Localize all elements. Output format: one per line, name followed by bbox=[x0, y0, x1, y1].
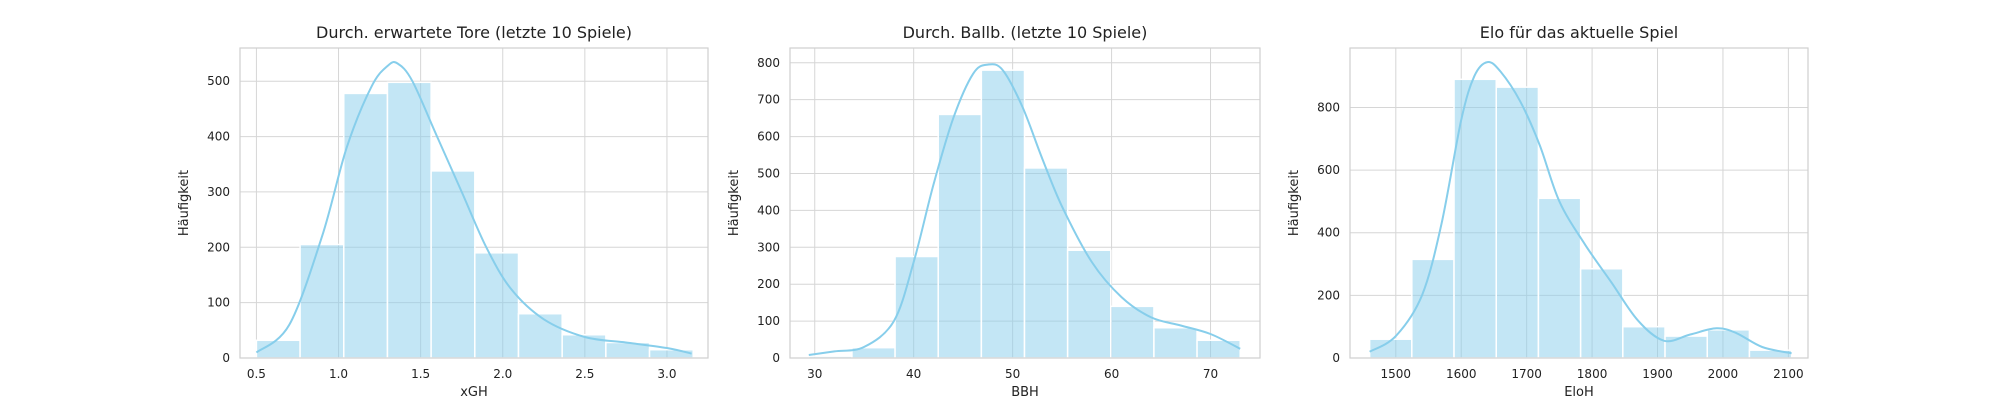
y-tick-label: 100 bbox=[207, 296, 230, 310]
histogram-bar bbox=[1579, 268, 1624, 359]
x-tick-label: 30 bbox=[807, 367, 822, 381]
x-tick-label: 2000 bbox=[1708, 367, 1739, 381]
histogram-bar bbox=[386, 81, 432, 359]
y-tick-label: 600 bbox=[1317, 163, 1340, 177]
histogram-bar bbox=[1664, 335, 1708, 359]
x-tick-label: 50 bbox=[1005, 367, 1020, 381]
axes-frame bbox=[789, 47, 1261, 359]
y-tick-label: 0 bbox=[772, 351, 780, 365]
x-tick-label: 60 bbox=[1104, 367, 1119, 381]
y-tick-label: 400 bbox=[757, 203, 780, 217]
x-tick-label: 1800 bbox=[1577, 367, 1608, 381]
histogram-panel-bbh: 30 40 50 60 700100200300400500600700800Durch… bbox=[727, 23, 1261, 400]
histogram-panel-xgh: 0.5 1.0 1.5 2.0 2.5 3.0 0 100 200 300 400 500 Durch.… bbox=[177, 23, 709, 400]
y-tick-label: 700 bbox=[757, 93, 780, 107]
histogram-bar bbox=[1411, 258, 1455, 359]
x-tick-label: 1.0 bbox=[329, 367, 348, 381]
y-tick-label: 200 bbox=[757, 277, 780, 291]
x-tick-label: 1500 bbox=[1381, 367, 1412, 381]
y-tick-label: 400 bbox=[207, 130, 230, 144]
histogram-bars bbox=[255, 81, 694, 359]
histogram-bar bbox=[980, 69, 1026, 359]
histogram-bar bbox=[1153, 326, 1198, 359]
axes-frame bbox=[1349, 47, 1809, 359]
y-tick-label: 300 bbox=[757, 240, 780, 254]
histogram-bar bbox=[1110, 305, 1155, 359]
histogram-bar bbox=[1537, 197, 1582, 359]
x-tick-label: 2100 bbox=[1773, 367, 1804, 381]
histogram-bar bbox=[1066, 249, 1112, 359]
y-tick-label: 200 bbox=[1317, 288, 1340, 302]
x-axis-label: EloH bbox=[1564, 385, 1594, 400]
y-tick-label: 500 bbox=[207, 74, 230, 88]
x-axis-label: BBH bbox=[1011, 385, 1039, 400]
y-tick-label: 0 bbox=[222, 351, 230, 365]
x-tick-label: 40 bbox=[906, 367, 921, 381]
chart-title: Elo für das aktuelle Spiel bbox=[1480, 23, 1678, 42]
x-tick-label: 0.5 bbox=[247, 367, 266, 381]
y-tick-label: 500 bbox=[757, 166, 780, 180]
x-tick-label: 2.0 bbox=[493, 367, 512, 381]
histogram-bars bbox=[808, 69, 1241, 359]
histogram-panel-eloh: 1500 1600 1700 1800 1900 2000 2100 0 200 400 600 80… bbox=[1287, 23, 1809, 400]
y-tick-label: 600 bbox=[757, 130, 780, 144]
x-tick-label: 70 bbox=[1203, 367, 1218, 381]
y-tick-label: 400 bbox=[1317, 226, 1340, 240]
x-tick-label: 1600 bbox=[1446, 367, 1477, 381]
y-axis-label: Häufigkeit bbox=[727, 170, 742, 236]
histogram-bar bbox=[561, 334, 607, 359]
histogram-bar bbox=[1023, 167, 1069, 359]
y-tick-label: 0 bbox=[1332, 351, 1340, 365]
histogram-bar bbox=[343, 92, 389, 359]
kde-curve bbox=[1369, 61, 1792, 355]
x-tick-label: 1700 bbox=[1511, 367, 1542, 381]
kde-curve bbox=[808, 63, 1241, 356]
axes-frame bbox=[239, 47, 709, 359]
histogram-bar bbox=[517, 312, 563, 359]
histogram-bar bbox=[430, 170, 476, 359]
histogram-bar bbox=[299, 243, 345, 359]
y-tick-label: 300 bbox=[207, 185, 230, 199]
histogram-bars bbox=[1368, 78, 1793, 359]
y-tick-label: 100 bbox=[757, 314, 780, 328]
histogram-bar bbox=[894, 255, 939, 359]
chart-title: Durch. Ballb. (letzte 10 Spiele) bbox=[903, 23, 1148, 42]
chart-title: Durch. erwartete Tore (letzte 10 Spiele) bbox=[316, 23, 632, 42]
histogram-bar bbox=[1706, 329, 1751, 359]
y-tick-label: 200 bbox=[207, 240, 230, 254]
histogram-bar bbox=[937, 113, 983, 359]
x-tick-label: 1.5 bbox=[411, 367, 430, 381]
y-tick-label: 800 bbox=[1317, 100, 1340, 114]
x-tick-label: 3.0 bbox=[657, 367, 676, 381]
y-axis-label: Häufigkeit bbox=[1287, 170, 1302, 236]
x-axis-label: xGH bbox=[460, 385, 488, 400]
y-tick-label: 800 bbox=[757, 56, 780, 70]
y-axis-label: Häufigkeit bbox=[177, 170, 192, 236]
x-tick-label: 2.5 bbox=[575, 367, 594, 381]
histogram-bar bbox=[648, 348, 694, 359]
histogram-bar bbox=[1196, 339, 1241, 359]
x-tick-label: 1900 bbox=[1642, 367, 1673, 381]
kde-curve bbox=[255, 61, 692, 355]
histogram-bar bbox=[1622, 325, 1666, 359]
